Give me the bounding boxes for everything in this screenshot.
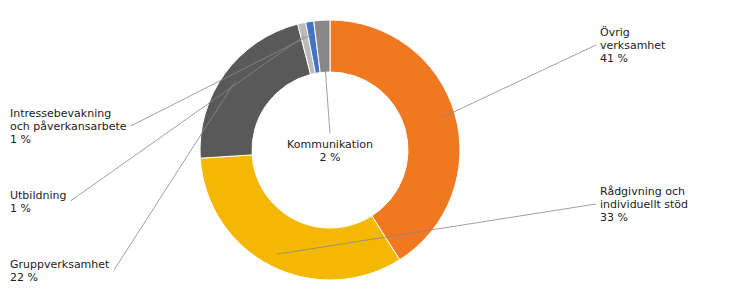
category-label: Rådgivning och <box>600 185 685 198</box>
leader-line <box>323 33 330 133</box>
slice-label: Intressebevakningoch påverkansarbete1 % <box>10 107 127 146</box>
slice <box>200 155 399 280</box>
category-label: individuellt stöd <box>600 198 688 211</box>
value-label: 22 % <box>10 270 38 283</box>
value-label: 1 % <box>10 201 31 214</box>
value-label: 2 % <box>320 150 341 163</box>
category-label: Övrig <box>600 26 630 39</box>
category-label: och påverkansarbete <box>10 120 127 133</box>
slice <box>314 20 330 73</box>
labels: Övrigverksamhet41 % Rådgivning ochindivid… <box>10 26 688 284</box>
value-label: 41 % <box>600 52 628 65</box>
slice-label: Övrigverksamhet41 % <box>600 26 666 65</box>
slice-label: Kommunikation2 % <box>287 137 373 163</box>
leader-line <box>277 204 596 254</box>
slice-label: Utbildning1 % <box>10 188 66 214</box>
category-label: verksamhet <box>600 39 666 52</box>
slices <box>200 20 460 280</box>
category-label: Kommunikation <box>287 137 373 150</box>
slice-label: Gruppverksamhet22 % <box>10 257 110 283</box>
category-label: Gruppverksamhet <box>10 257 110 270</box>
slice-label: Rådgivning ochindividuellt stöd33 % <box>600 185 688 224</box>
value-label: 1 % <box>10 133 31 146</box>
category-label: Utbildning <box>10 188 66 201</box>
chart: Övrigverksamhet41 % Rådgivning ochindivid… <box>0 0 750 300</box>
value-label: 33 % <box>600 211 628 224</box>
category-label: Intressebevakning <box>10 107 111 120</box>
leader-line <box>114 81 235 270</box>
leader-line <box>131 34 312 126</box>
leader-line <box>442 45 596 117</box>
